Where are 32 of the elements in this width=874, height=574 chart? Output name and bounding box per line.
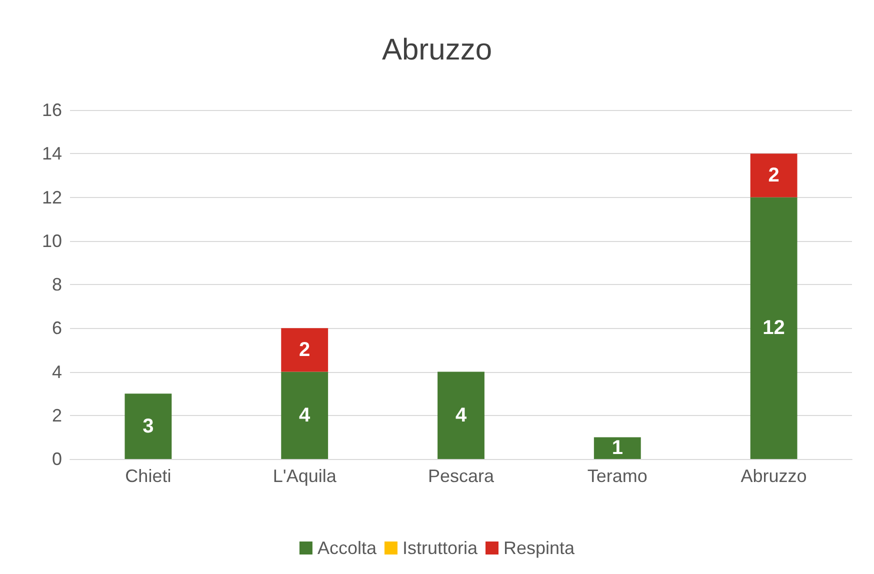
legend-label: Accolta — [317, 538, 378, 558]
x-tick-label: Chieti — [125, 466, 172, 486]
data-label: 2 — [299, 338, 310, 361]
x-tick-label: L'Aquila — [272, 466, 338, 486]
bar — [124, 394, 172, 459]
y-tick-label: 8 — [52, 274, 62, 294]
y-tick-label: 14 — [42, 144, 62, 164]
legend-label: Istruttoria — [402, 538, 478, 558]
chart-title: Abruzzo — [382, 34, 492, 66]
y-tick-label: 16 — [42, 100, 62, 120]
data-label: 1 — [612, 437, 623, 460]
bar — [750, 197, 798, 459]
bar — [438, 372, 484, 459]
y-tick-label: 4 — [52, 362, 62, 382]
data-label: 12 — [762, 317, 785, 340]
bar — [750, 154, 798, 198]
y-tick-label: 0 — [52, 449, 62, 469]
legend-label: Respinta — [504, 538, 576, 558]
x-tick-label: Abruzzo — [740, 466, 807, 486]
data-label: 4 — [455, 404, 468, 426]
data-label: 4 — [299, 404, 312, 426]
x-tick-label: Pescara — [428, 466, 495, 486]
data-label: 3 — [142, 415, 154, 438]
x-tick-label: Teramo — [587, 466, 648, 486]
bar — [281, 372, 328, 459]
y-tick-label: 6 — [52, 318, 62, 338]
y-tick-label: 2 — [52, 405, 62, 426]
bar — [594, 437, 641, 459]
y-tick-label: 10 — [42, 230, 62, 251]
bar — [281, 328, 328, 372]
y-tick-label: 12 — [42, 187, 62, 208]
data-label: 2 — [768, 164, 780, 186]
